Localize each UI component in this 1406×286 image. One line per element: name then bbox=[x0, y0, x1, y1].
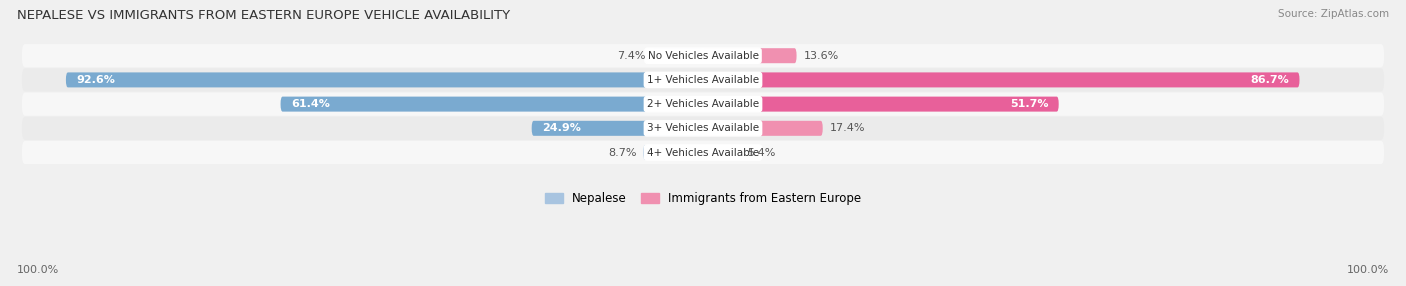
FancyBboxPatch shape bbox=[22, 141, 1384, 164]
FancyBboxPatch shape bbox=[652, 48, 703, 63]
FancyBboxPatch shape bbox=[22, 92, 1384, 116]
FancyBboxPatch shape bbox=[22, 44, 1384, 67]
Text: 61.4%: 61.4% bbox=[291, 99, 330, 109]
Text: 1+ Vehicles Available: 1+ Vehicles Available bbox=[647, 75, 759, 85]
Text: 5.4%: 5.4% bbox=[747, 148, 775, 158]
Text: 86.7%: 86.7% bbox=[1250, 75, 1289, 85]
Text: 4+ Vehicles Available: 4+ Vehicles Available bbox=[647, 148, 759, 158]
Text: 100.0%: 100.0% bbox=[17, 265, 59, 275]
Text: 13.6%: 13.6% bbox=[803, 51, 839, 61]
FancyBboxPatch shape bbox=[281, 97, 703, 112]
FancyBboxPatch shape bbox=[703, 48, 797, 63]
FancyBboxPatch shape bbox=[703, 97, 1059, 112]
FancyBboxPatch shape bbox=[531, 121, 703, 136]
FancyBboxPatch shape bbox=[22, 68, 1384, 92]
FancyBboxPatch shape bbox=[703, 145, 740, 160]
Text: 17.4%: 17.4% bbox=[830, 123, 865, 133]
Text: 3+ Vehicles Available: 3+ Vehicles Available bbox=[647, 123, 759, 133]
Legend: Nepalese, Immigrants from Eastern Europe: Nepalese, Immigrants from Eastern Europe bbox=[546, 192, 860, 205]
Text: 92.6%: 92.6% bbox=[76, 75, 115, 85]
Text: 100.0%: 100.0% bbox=[1347, 265, 1389, 275]
Text: 8.7%: 8.7% bbox=[607, 148, 637, 158]
FancyBboxPatch shape bbox=[643, 145, 703, 160]
Text: 51.7%: 51.7% bbox=[1010, 99, 1049, 109]
Text: NEPALESE VS IMMIGRANTS FROM EASTERN EUROPE VEHICLE AVAILABILITY: NEPALESE VS IMMIGRANTS FROM EASTERN EURO… bbox=[17, 9, 510, 21]
Text: 24.9%: 24.9% bbox=[541, 123, 581, 133]
FancyBboxPatch shape bbox=[703, 121, 823, 136]
Text: 7.4%: 7.4% bbox=[617, 51, 645, 61]
Text: Source: ZipAtlas.com: Source: ZipAtlas.com bbox=[1278, 9, 1389, 19]
Text: No Vehicles Available: No Vehicles Available bbox=[648, 51, 758, 61]
Text: 2+ Vehicles Available: 2+ Vehicles Available bbox=[647, 99, 759, 109]
FancyBboxPatch shape bbox=[703, 72, 1299, 88]
FancyBboxPatch shape bbox=[66, 72, 703, 88]
FancyBboxPatch shape bbox=[22, 117, 1384, 140]
